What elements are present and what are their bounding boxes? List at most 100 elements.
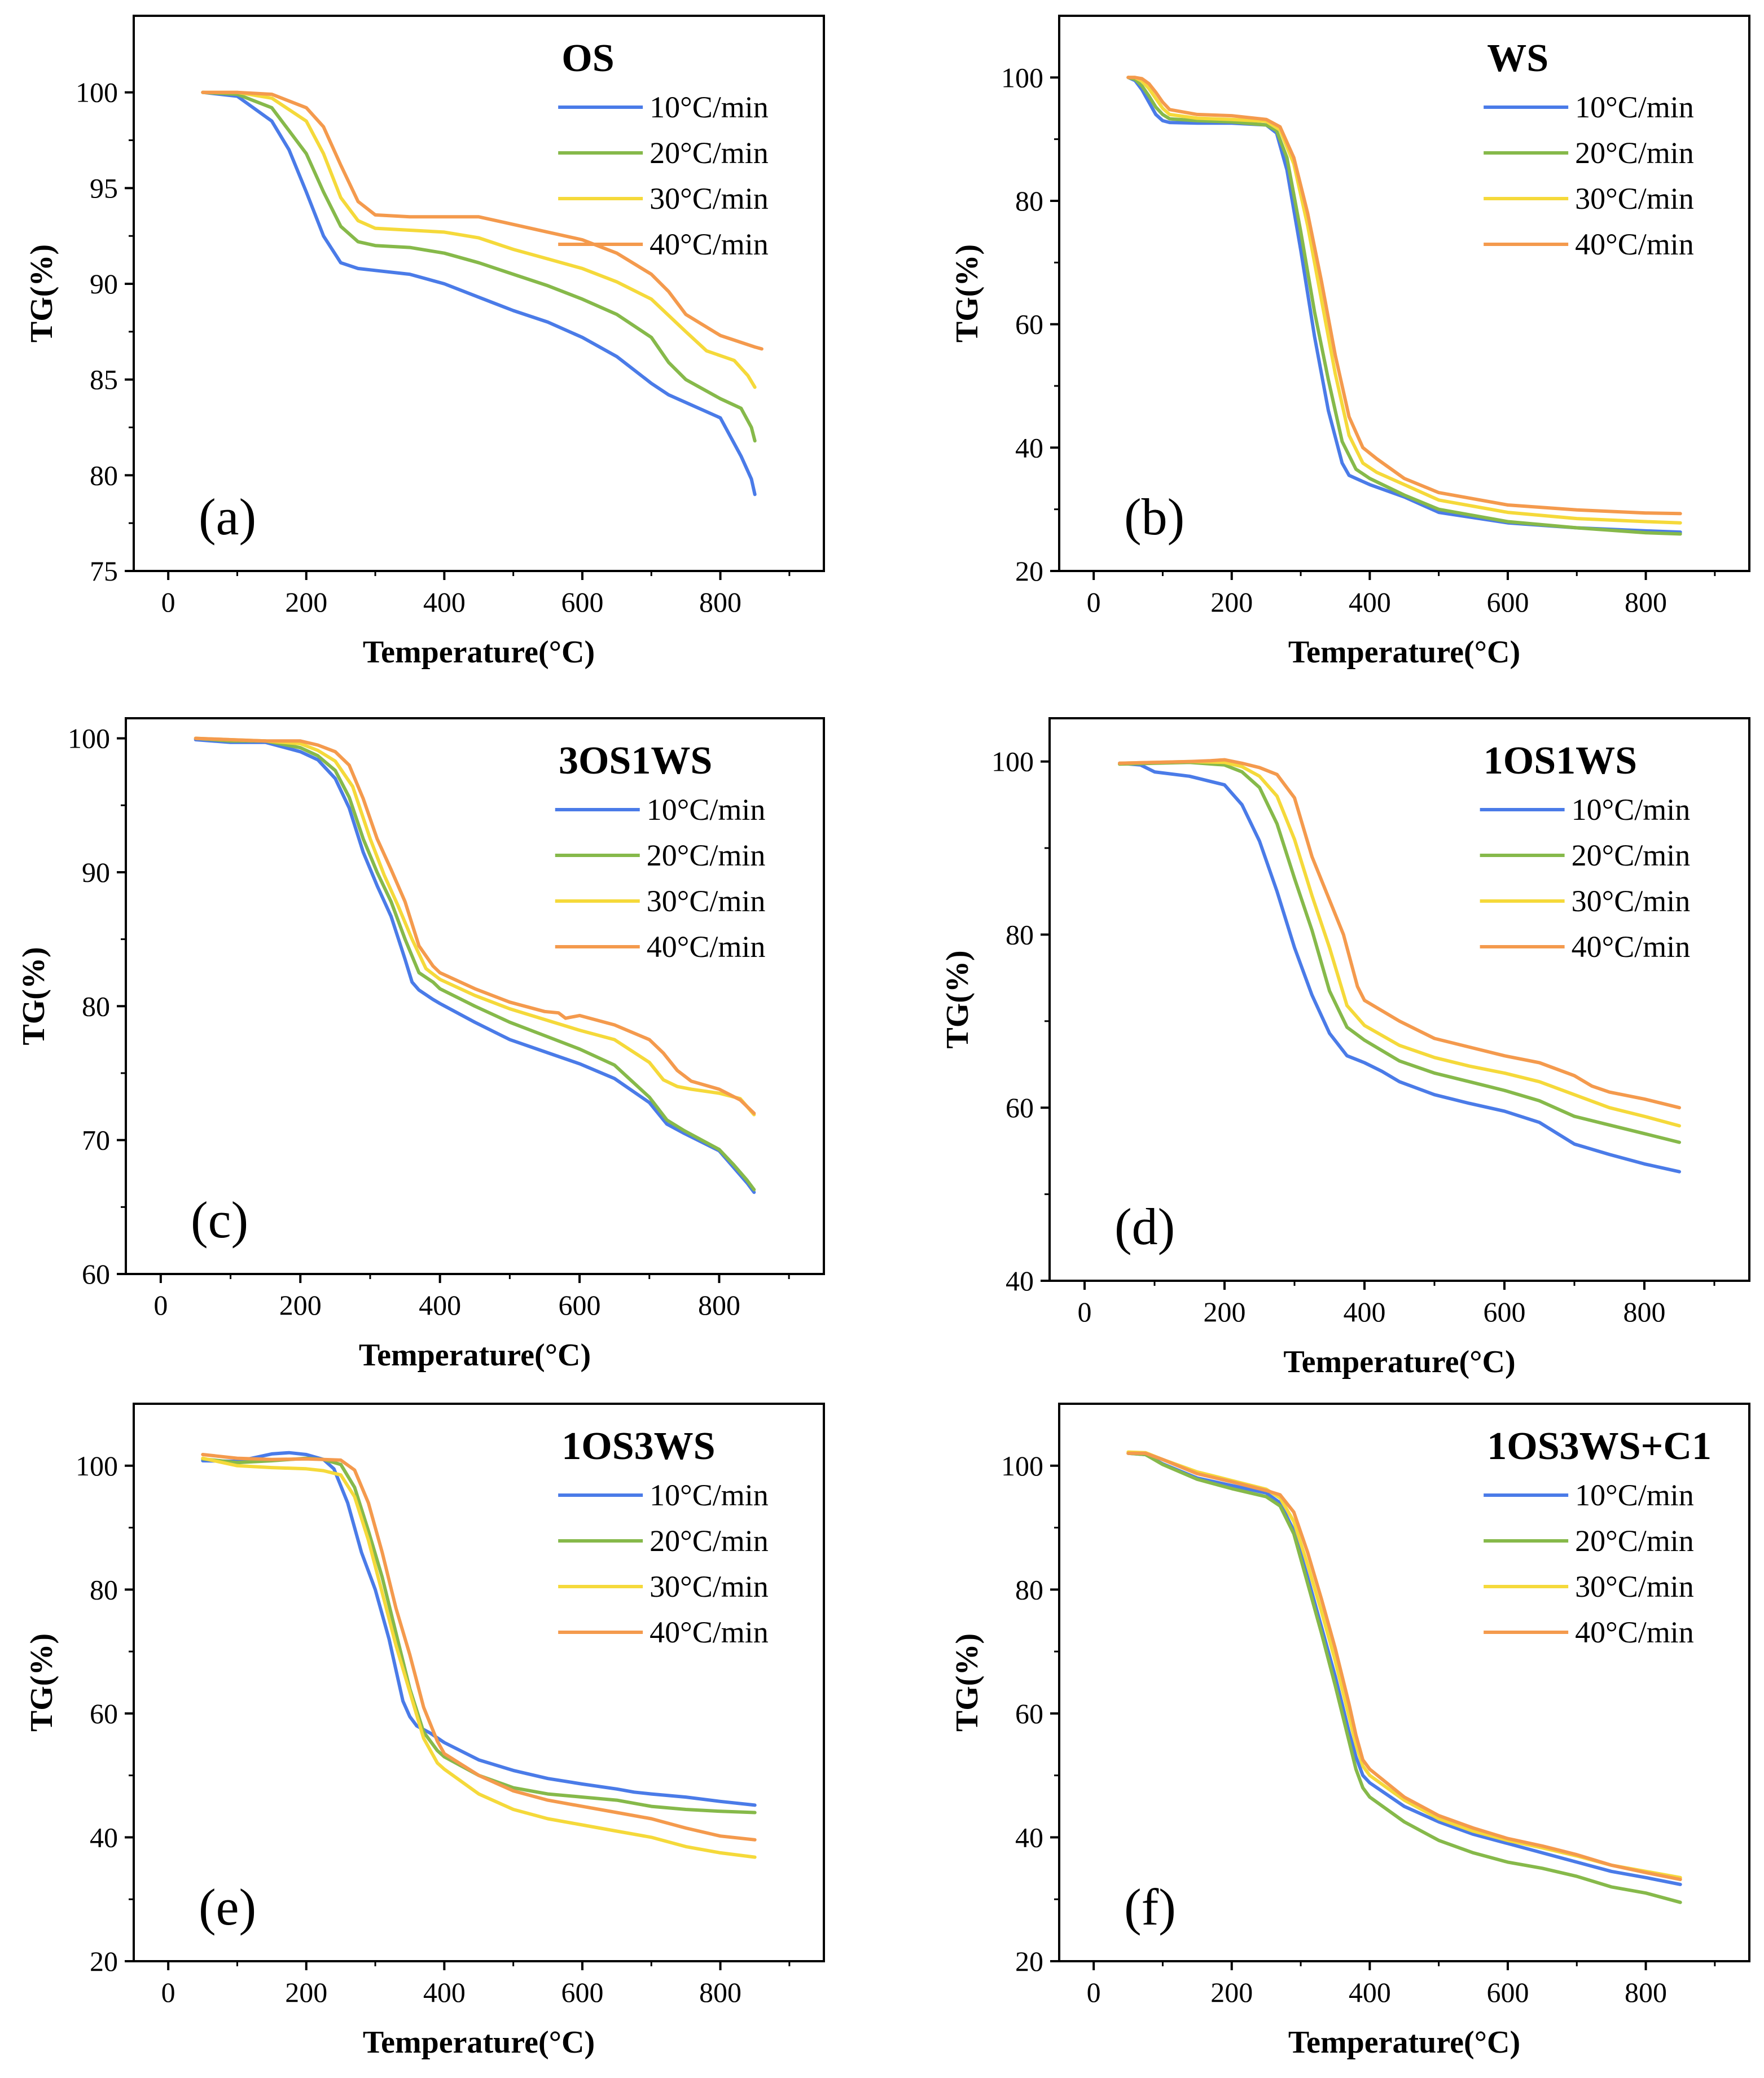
x-axis-title: Temperature(°C): [359, 1338, 591, 1373]
legend-label-40: 40°C/min: [1575, 227, 1694, 261]
plot-frame: [1058, 1403, 1750, 1962]
plot-frame: [133, 1403, 825, 1962]
y-tick-label: 20: [90, 1945, 118, 1977]
panel-a: 0 200 400 600 800 75 80 85 90 95 100 Temperature(°C…: [24, 15, 825, 670]
x-tick-label: 200: [1204, 1296, 1246, 1328]
legend-label-40: 40°C/min: [650, 1615, 769, 1649]
series-line-40: [1118, 758, 1681, 1110]
legend-label-10: 10°C/min: [1575, 1478, 1694, 1512]
x-tick-label: 0: [1087, 586, 1101, 618]
y-tick-label: 95: [90, 172, 118, 204]
y-tick-label: 80: [82, 990, 110, 1022]
panel-title: WS: [1487, 37, 1548, 80]
x-axis-title: Temperature(°C): [363, 635, 595, 670]
y-tick-label: 80: [1015, 185, 1043, 217]
y-axis-title: TG(%): [16, 947, 51, 1045]
plot-frame: [133, 15, 825, 572]
panel-c: 0 200 400 600 800 60 70 80 90 100 Temperature(°C) T…: [16, 717, 825, 1373]
x-axis-title: Temperature(°C): [363, 2025, 595, 2060]
x-tick-label: 600: [1486, 586, 1529, 618]
y-tick-label: 100: [68, 723, 110, 754]
legend-label-10: 10°C/min: [650, 90, 769, 124]
y-tick-label: 60: [1015, 309, 1043, 340]
x-tick-label: 800: [1623, 1296, 1666, 1328]
legend-label-20: 20°C/min: [647, 838, 766, 872]
panel-title: OS: [561, 37, 614, 80]
x-tick-label: 0: [1078, 1296, 1092, 1328]
x-tick-label: 200: [285, 1976, 327, 2008]
x-tick-label: 400: [1349, 1976, 1391, 2008]
x-tick-label: 0: [153, 1289, 168, 1321]
x-tick-label: 600: [1484, 1296, 1526, 1328]
y-tick-label: 60: [1015, 1698, 1043, 1729]
series-line-30: [1126, 1450, 1682, 1879]
legend-label-20: 20°C/min: [650, 1524, 769, 1558]
x-tick-label: 400: [1349, 586, 1391, 618]
series-line-30: [194, 736, 756, 1117]
series-line-40: [194, 736, 756, 1115]
x-tick-label: 0: [161, 586, 175, 618]
series-line-10: [201, 1451, 757, 1807]
x-tick-label: 200: [279, 1289, 322, 1321]
series-line-10: [1126, 1451, 1682, 1886]
legend-label-40: 40°C/min: [1572, 930, 1691, 964]
panel-letter: (b): [1124, 488, 1184, 546]
plot-frame: [125, 717, 825, 1275]
panel-title: 3OS1WS: [559, 739, 712, 783]
x-tick-label: 400: [423, 1976, 466, 2008]
panel-letter: (e): [199, 1878, 256, 1936]
y-tick-label: 60: [90, 1698, 118, 1729]
series-line-20: [201, 90, 757, 443]
x-tick-label: 400: [1344, 1296, 1386, 1328]
legend-label-30: 30°C/min: [1572, 884, 1691, 918]
y-tick-label: 100: [76, 1450, 118, 1482]
y-tick-label: 60: [82, 1258, 110, 1290]
y-tick-label: 40: [90, 1821, 118, 1853]
x-tick-label: 800: [1625, 1976, 1667, 2008]
series-line-30: [201, 90, 757, 389]
panel-e: 0 200 400 600 800 20 40 60 80 100 Temperature(°C) T…: [24, 1403, 825, 2060]
legend-label-30: 30°C/min: [650, 1570, 769, 1603]
x-tick-label: 800: [1625, 586, 1667, 618]
y-tick-label: 100: [76, 77, 118, 108]
series-line-30: [1126, 76, 1682, 525]
panel-letter: (a): [199, 488, 256, 546]
panel-title: 1OS3WS: [561, 1425, 715, 1468]
legend-label-10: 10°C/min: [650, 1478, 769, 1512]
x-tick-label: 200: [1210, 586, 1253, 618]
panel-letter: (c): [191, 1191, 248, 1249]
y-tick-label: 80: [1006, 919, 1034, 950]
series-line-40: [1126, 76, 1682, 516]
y-tick-label: 80: [1015, 1574, 1043, 1605]
y-tick-label: 85: [90, 364, 118, 396]
legend-label-20: 20°C/min: [1575, 1524, 1694, 1558]
y-axis-title: TG(%): [940, 950, 975, 1048]
x-axis-title: Temperature(°C): [1288, 635, 1520, 670]
series-line-30: [1118, 759, 1681, 1128]
x-tick-label: 600: [559, 1289, 601, 1321]
panel-title: 1OS1WS: [1484, 739, 1637, 783]
x-axis-title: Temperature(°C): [1288, 2025, 1520, 2060]
panel-letter: (f): [1124, 1878, 1176, 1936]
legend-label-30: 30°C/min: [650, 182, 769, 216]
legend-label-40: 40°C/min: [647, 930, 766, 964]
panel-b: 0 200 400 600 800 20 40 60 80 100 Temperature(°C) T…: [950, 15, 1750, 670]
legend-label-30: 30°C/min: [1575, 182, 1694, 216]
y-tick-label: 80: [90, 459, 118, 491]
series-line-10: [194, 738, 756, 1194]
x-tick-label: 600: [561, 586, 603, 618]
panel-title: 1OS3WS+C1: [1487, 1425, 1712, 1468]
series-line-40: [1126, 1451, 1682, 1882]
y-tick-label: 80: [90, 1574, 118, 1605]
x-tick-label: 400: [423, 586, 466, 618]
legend-label-10: 10°C/min: [1575, 90, 1694, 124]
legend-label-20: 20°C/min: [1572, 838, 1691, 872]
legend-label-30: 30°C/min: [647, 884, 766, 918]
series-line-20: [194, 736, 756, 1192]
y-axis-title: TG(%): [24, 1633, 59, 1732]
y-tick-label: 20: [1015, 555, 1043, 587]
x-tick-label: 600: [1486, 1976, 1529, 2008]
y-axis-title: TG(%): [24, 244, 59, 342]
y-tick-label: 90: [82, 856, 110, 888]
